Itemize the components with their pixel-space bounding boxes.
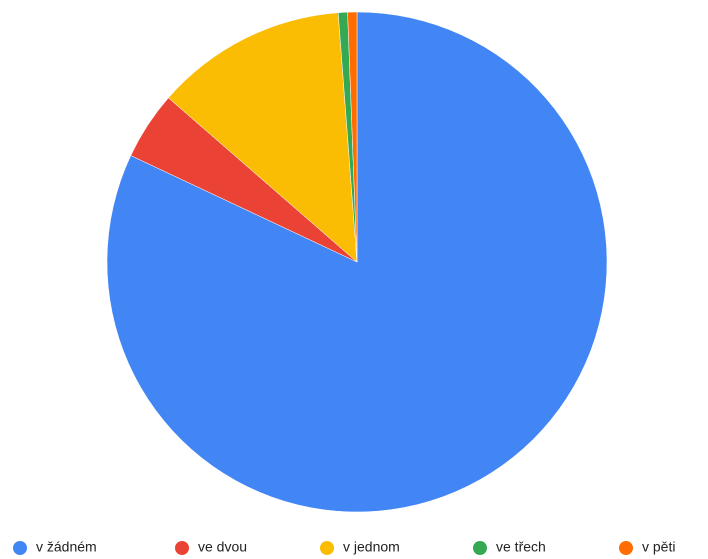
pie-slice bbox=[347, 11, 358, 263]
legend-label: ve třech bbox=[496, 539, 546, 555]
legend-label: v žádném bbox=[36, 539, 97, 555]
legend-label: v jednom bbox=[343, 539, 400, 555]
pie-slice bbox=[168, 12, 358, 263]
legend-swatch bbox=[13, 541, 27, 555]
legend-label: ve dvou bbox=[198, 539, 247, 555]
legend-swatch bbox=[320, 541, 334, 555]
legend-swatch bbox=[473, 541, 487, 555]
legend-swatch bbox=[619, 541, 633, 555]
legend-swatch bbox=[175, 541, 189, 555]
legend-label: v pěti bbox=[642, 539, 675, 555]
